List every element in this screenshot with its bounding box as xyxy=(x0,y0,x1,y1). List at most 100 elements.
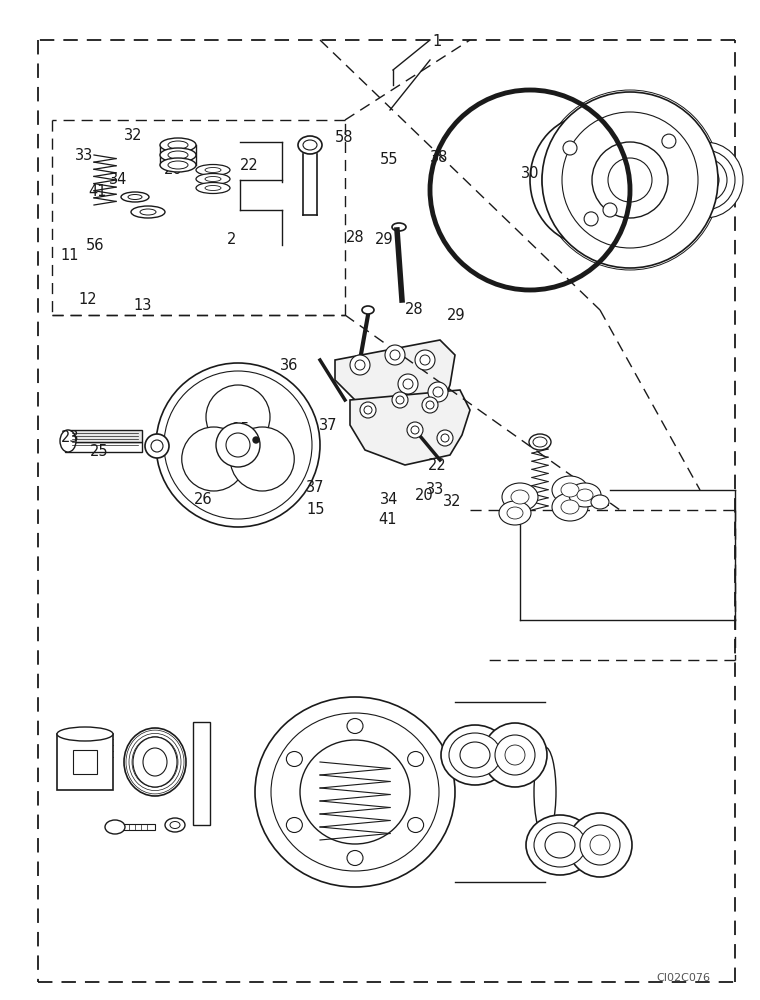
Circle shape xyxy=(182,427,245,491)
Circle shape xyxy=(675,150,735,210)
Circle shape xyxy=(540,90,720,270)
Ellipse shape xyxy=(449,733,501,777)
Circle shape xyxy=(441,434,449,442)
Circle shape xyxy=(253,437,259,443)
Ellipse shape xyxy=(168,161,188,169)
Circle shape xyxy=(390,350,400,360)
Text: 33: 33 xyxy=(426,483,444,497)
Ellipse shape xyxy=(205,176,221,182)
Ellipse shape xyxy=(170,822,180,828)
Text: 41: 41 xyxy=(88,184,106,200)
Circle shape xyxy=(691,166,719,194)
Ellipse shape xyxy=(271,713,439,871)
Circle shape xyxy=(563,141,577,155)
Circle shape xyxy=(483,723,547,787)
Text: 28: 28 xyxy=(405,302,423,318)
Ellipse shape xyxy=(165,818,185,832)
Text: 2: 2 xyxy=(227,232,236,247)
Ellipse shape xyxy=(561,500,579,514)
Ellipse shape xyxy=(160,148,196,162)
Ellipse shape xyxy=(121,192,149,202)
Ellipse shape xyxy=(542,127,638,232)
Circle shape xyxy=(505,745,525,765)
Text: 26: 26 xyxy=(195,492,213,508)
Polygon shape xyxy=(193,722,210,825)
Circle shape xyxy=(216,423,260,467)
Ellipse shape xyxy=(499,501,531,525)
Ellipse shape xyxy=(298,136,322,154)
Ellipse shape xyxy=(287,752,302,766)
Circle shape xyxy=(433,387,443,397)
Circle shape xyxy=(592,142,668,218)
Circle shape xyxy=(608,158,652,202)
Ellipse shape xyxy=(534,747,556,837)
Ellipse shape xyxy=(128,194,142,200)
Circle shape xyxy=(411,426,419,434)
Text: 38: 38 xyxy=(430,150,448,165)
Ellipse shape xyxy=(533,437,547,447)
Circle shape xyxy=(495,735,535,775)
Text: 32: 32 xyxy=(443,494,461,510)
Circle shape xyxy=(403,379,413,389)
Ellipse shape xyxy=(529,434,551,450)
Text: 13: 13 xyxy=(134,298,152,312)
Ellipse shape xyxy=(572,161,607,199)
Text: 15: 15 xyxy=(306,502,325,518)
Circle shape xyxy=(683,158,727,202)
Circle shape xyxy=(156,363,320,527)
Ellipse shape xyxy=(569,483,601,507)
Text: 15: 15 xyxy=(232,422,250,438)
Circle shape xyxy=(145,434,169,458)
Ellipse shape xyxy=(552,476,588,504)
Text: 28: 28 xyxy=(347,230,365,244)
Ellipse shape xyxy=(347,850,363,865)
Circle shape xyxy=(590,835,610,855)
Text: 30: 30 xyxy=(521,166,540,182)
Text: 33: 33 xyxy=(74,147,93,162)
Ellipse shape xyxy=(133,737,177,787)
Ellipse shape xyxy=(362,306,374,314)
Ellipse shape xyxy=(407,818,423,832)
Ellipse shape xyxy=(577,489,593,501)
Circle shape xyxy=(426,401,434,409)
Ellipse shape xyxy=(168,151,188,159)
Circle shape xyxy=(428,382,448,402)
Circle shape xyxy=(575,125,685,235)
Ellipse shape xyxy=(131,206,165,218)
Ellipse shape xyxy=(143,748,167,776)
Ellipse shape xyxy=(347,718,363,734)
Circle shape xyxy=(580,825,620,865)
Ellipse shape xyxy=(60,430,76,452)
Circle shape xyxy=(355,360,365,370)
Text: 20: 20 xyxy=(415,488,433,502)
Text: 37: 37 xyxy=(306,481,325,495)
Ellipse shape xyxy=(160,158,196,172)
Text: 11: 11 xyxy=(61,247,79,262)
Circle shape xyxy=(407,422,423,438)
Text: 56: 56 xyxy=(86,237,104,252)
Polygon shape xyxy=(65,430,142,442)
Text: 23: 23 xyxy=(61,430,79,446)
Ellipse shape xyxy=(300,740,410,844)
Polygon shape xyxy=(65,442,142,452)
Circle shape xyxy=(385,345,405,365)
Circle shape xyxy=(542,92,718,268)
Text: 37: 37 xyxy=(319,418,337,432)
Text: 29: 29 xyxy=(447,308,465,322)
Ellipse shape xyxy=(168,141,188,149)
Ellipse shape xyxy=(303,140,317,150)
Circle shape xyxy=(667,142,743,218)
Polygon shape xyxy=(120,824,155,830)
Ellipse shape xyxy=(196,174,230,184)
Ellipse shape xyxy=(562,150,617,210)
Circle shape xyxy=(562,112,698,248)
Circle shape xyxy=(364,406,372,414)
Circle shape xyxy=(662,134,676,148)
Circle shape xyxy=(554,104,706,256)
Ellipse shape xyxy=(392,223,406,231)
Ellipse shape xyxy=(255,697,455,887)
Circle shape xyxy=(398,374,418,394)
Ellipse shape xyxy=(124,728,186,796)
Ellipse shape xyxy=(552,493,588,521)
Text: 25: 25 xyxy=(90,444,108,460)
